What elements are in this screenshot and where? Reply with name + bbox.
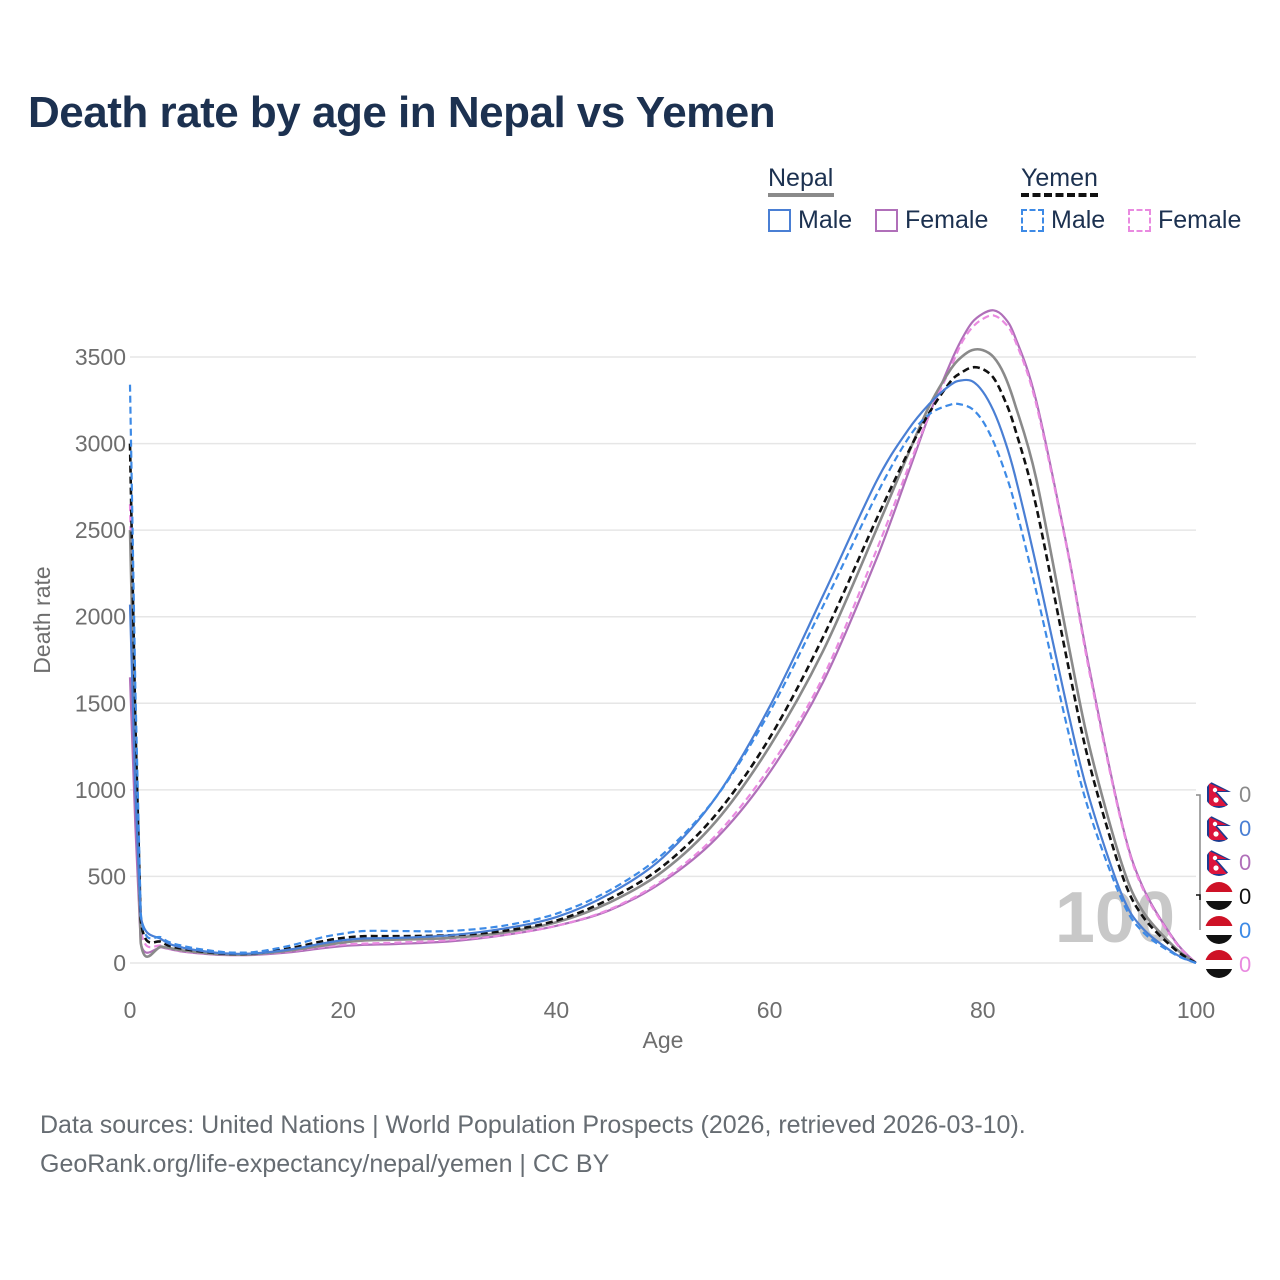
x-tick-label: 60 [757, 997, 783, 1023]
end-label-nepal-total: 0 [1205, 780, 1251, 808]
x-tick-label: 80 [970, 997, 996, 1023]
end-label-yemen-total: 0 [1205, 882, 1251, 911]
x-tick-label: 100 [1177, 997, 1215, 1023]
series-line-yemen-female[interactable] [128, 314, 1197, 964]
end-label-value: 0 [1239, 850, 1251, 875]
legend-yemen-female-label: Female [1158, 206, 1242, 234]
y-tick-label: 3500 [75, 344, 126, 370]
end-label-value: 0 [1239, 816, 1251, 841]
end-label-yemen-female: 0 [1205, 950, 1251, 979]
end-labels: 0 0 0 0 0 0 [1196, 780, 1251, 979]
legend-nepal-male[interactable]: Male [768, 206, 852, 235]
legend-yemen-title: Yemen [1021, 164, 1098, 197]
end-label-yemen-male: 0 [1205, 916, 1251, 945]
end-label-connector [1196, 794, 1201, 930]
yemen-flag-icon [1205, 950, 1233, 979]
end-label-value: 0 [1239, 884, 1251, 909]
end-label-connector [1196, 894, 1201, 900]
end-label-nepal-female: 0 [1205, 848, 1251, 876]
legend-nepal-line [768, 193, 834, 197]
source-note: Data sources: United Nations | World Pop… [40, 1106, 1026, 1184]
legend-nepal-male-label: Male [798, 206, 853, 234]
end-label-nepal-male: 0 [1205, 814, 1251, 842]
legend-yemen-male-label: Male [1051, 206, 1106, 234]
x-tick-label: 20 [330, 997, 356, 1023]
yemen-flag-icon [1205, 916, 1233, 945]
y-axis-label: Death rate [29, 566, 55, 673]
legend-yemen-line [1021, 193, 1098, 197]
legend-nepal-male-swatch [768, 209, 791, 232]
x-axis-label: Age [643, 1027, 684, 1053]
source-line-1: Data sources: United Nations | World Pop… [40, 1111, 1026, 1139]
y-tick-label: 3000 [75, 431, 126, 457]
end-label-value: 0 [1239, 952, 1251, 977]
legend-yemen-female-swatch [1128, 209, 1151, 232]
page-title: Death rate by age in Nepal vs Yemen [28, 88, 776, 137]
series-line-yemen-male[interactable] [128, 384, 1197, 965]
nepal-flag-icon [1205, 780, 1233, 808]
legend-nepal-female-label: Female [905, 206, 989, 234]
series-lines [128, 309, 1197, 965]
series-line-nepal-total[interactable] [128, 347, 1197, 965]
legend-nepal-title: Nepal [768, 164, 834, 197]
series-line-nepal-male[interactable] [128, 378, 1197, 965]
legend-nepal-title-text: Nepal [768, 164, 834, 192]
axes: 0 500 1000 1500 2000 2500 3000 3500 0 20 40 60 80 100… [29, 344, 1215, 1053]
y-tick-label: 2500 [75, 517, 126, 543]
yemen-flag-icon [1205, 882, 1233, 911]
legend-yemen-female[interactable]: Female [1128, 206, 1241, 235]
end-label-value: 0 [1239, 918, 1251, 943]
legend-yemen-male-swatch [1021, 209, 1044, 232]
end-label-value: 0 [1239, 782, 1251, 807]
legend-nepal-female[interactable]: Female [875, 206, 988, 235]
series-line-yemen-total[interactable] [128, 365, 1197, 965]
y-tick-label: 1500 [75, 690, 126, 716]
y-tick-label: 0 [113, 950, 126, 976]
grid [130, 356, 1196, 964]
nepal-flag-icon [1205, 814, 1233, 842]
legend-yemen-male[interactable]: Male [1021, 206, 1105, 235]
x-tick-label: 40 [544, 997, 570, 1023]
legend-yemen-title-text: Yemen [1021, 164, 1098, 192]
source-line-2[interactable]: GeoRank.org/life-expectancy/nepal/yemen … [40, 1150, 610, 1178]
y-tick-label: 2000 [75, 604, 126, 630]
legend-nepal-female-swatch [875, 209, 898, 232]
y-tick-label: 1000 [75, 777, 126, 803]
age-watermark: 100 [1055, 878, 1175, 958]
y-tick-label: 500 [88, 863, 126, 889]
nepal-flag-icon [1205, 848, 1233, 876]
x-tick-label: 0 [124, 997, 137, 1023]
